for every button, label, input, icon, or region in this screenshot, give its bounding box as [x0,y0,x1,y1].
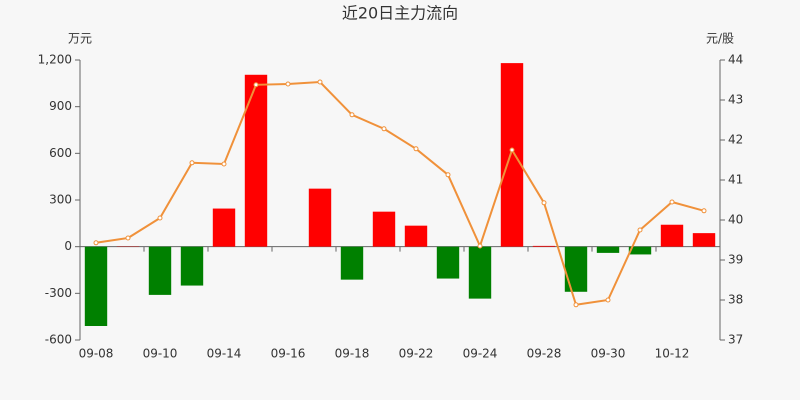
y2-tick-label: 40 [728,213,743,227]
bar [84,246,108,326]
price-point [349,112,355,118]
y-tick-label: 300 [49,193,72,207]
y2-tick-label: 43 [728,93,743,107]
price-point [509,147,515,153]
price-point [605,297,611,303]
x-tick-label: 09-10 [143,347,178,361]
price-point [221,161,227,167]
bar [212,208,236,247]
price-point [573,302,579,308]
bar [244,74,268,247]
y-tick-label: 600 [49,146,72,160]
bar [404,225,428,247]
price-point [189,160,195,166]
x-tick-label: 09-28 [527,347,562,361]
x-tick-label: 09-22 [399,347,434,361]
x-tick-label: 09-16 [271,347,306,361]
y2-tick-label: 42 [728,133,743,147]
bar [148,246,172,295]
y2-tick-label: 39 [728,253,743,267]
price-point [125,235,131,241]
y2-unit: 元/股 [706,32,734,46]
price-point [381,126,387,132]
y2-tick-label: 38 [728,293,743,307]
bar [372,211,396,247]
y-unit: 万元 [68,32,92,46]
y2-tick-label: 44 [728,53,743,67]
price-point [317,79,323,85]
price-point [669,199,675,205]
price-line [95,80,705,306]
bar [308,188,332,247]
bar [564,246,588,292]
x-tick-label: 09-14 [207,347,242,361]
y-tick-label: -600 [45,333,72,347]
price-point [637,227,643,233]
bar [532,245,556,247]
bar [660,224,684,247]
y2-tick-label: 37 [728,333,743,347]
y-tick-label: 1,200 [38,53,72,67]
x-tick-label: 09-24 [463,347,498,361]
price-point [541,200,547,206]
bar [500,63,524,247]
y-tick-label: 900 [49,99,72,113]
price-point [93,240,99,246]
x-tick-label: 10-12 [655,347,690,361]
x-tick-label: 09-30 [591,347,626,361]
bar [436,246,460,279]
bar [596,246,620,253]
y-tick-label: 0 [64,239,72,253]
price-point [157,215,163,221]
y-tick-label: -300 [45,286,72,300]
x-tick-label: 09-08 [79,347,114,361]
bar [692,233,716,247]
price-point [445,172,451,178]
x-tick-label: 09-18 [335,347,370,361]
bar [628,246,652,255]
price-point [253,82,259,88]
bar [180,246,204,286]
price-point [285,81,291,87]
bar [340,246,364,280]
price-point [413,146,419,152]
bar [468,246,492,299]
y2-tick-label: 41 [728,173,743,187]
price-point [701,208,707,214]
chart-title: 近20日主力流向 [342,4,458,23]
price-point [477,243,483,249]
